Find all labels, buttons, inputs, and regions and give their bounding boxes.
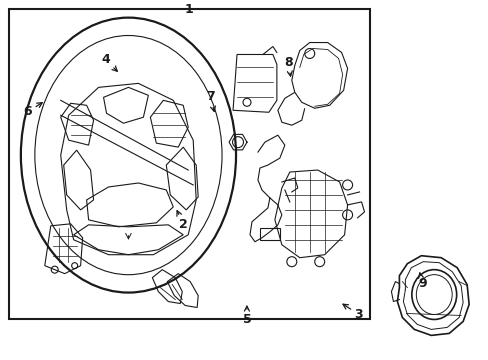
Bar (260, 228, 279, 240)
Text: 1: 1 (183, 3, 192, 16)
Text: 4: 4 (101, 53, 117, 71)
Text: 8: 8 (284, 56, 292, 76)
Text: 3: 3 (342, 304, 363, 321)
Text: 9: 9 (417, 273, 426, 291)
Text: 7: 7 (205, 90, 215, 111)
Text: 6: 6 (23, 103, 42, 118)
Text: 5: 5 (242, 306, 251, 327)
Text: 2: 2 (177, 211, 187, 231)
Bar (9, 9, 369, 319)
